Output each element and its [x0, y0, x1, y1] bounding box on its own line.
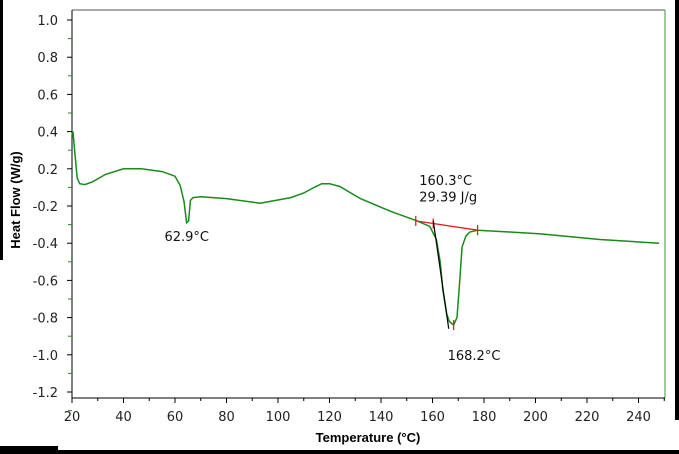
heat-flow-series-line — [71, 131, 660, 327]
annotation-label: 29.39 J/g — [419, 191, 477, 206]
y-tick-label: -0.2 — [33, 200, 58, 215]
onset-tangent-line — [432, 220, 450, 329]
y-tick-label: -0.8 — [33, 312, 58, 327]
y-tick-label: -0.4 — [33, 237, 58, 252]
x-tick-label: 240 — [626, 410, 651, 425]
x-tick-label: 100 — [266, 410, 291, 425]
y-tick-label: -1.0 — [33, 349, 58, 364]
x-tick-label: 160 — [420, 410, 445, 425]
x-tick-label: 140 — [369, 410, 394, 425]
y-tick-label: -1.2 — [33, 386, 58, 401]
bottom-frame-bar — [0, 446, 58, 454]
x-tick-label: 120 — [317, 410, 342, 425]
integration-baseline — [415, 220, 478, 231]
y-tick-label: 0.2 — [37, 163, 58, 178]
y-tick-label: 0.4 — [37, 126, 58, 141]
bottom-frame-line — [58, 450, 679, 454]
y-tick-label: 0.8 — [37, 51, 58, 66]
annotation-label: 168.2°C — [448, 349, 501, 364]
y-tick-label: -0.6 — [33, 274, 58, 289]
annotation-label: 160.3°C — [419, 174, 472, 189]
x-tick-label: 40 — [115, 410, 132, 425]
x-tick-label: 220 — [575, 410, 600, 425]
y-tick-label: 1.0 — [37, 14, 58, 29]
x-tick-label: 80 — [218, 410, 235, 425]
x-tick-label: 20 — [64, 410, 81, 425]
x-tick-label: 60 — [167, 410, 184, 425]
x-tick-label: 180 — [472, 410, 497, 425]
right-frame-bar — [675, 0, 679, 420]
y-axis-label: Heat Flow (W/g) — [8, 151, 23, 249]
x-tick-label: 200 — [523, 410, 548, 425]
y-tick-label: 0.6 — [37, 88, 58, 103]
left-frame-bar — [0, 0, 3, 260]
annotation-label: 62.9°C — [164, 230, 209, 245]
x-axis-label: Temperature (°C) — [316, 430, 421, 445]
